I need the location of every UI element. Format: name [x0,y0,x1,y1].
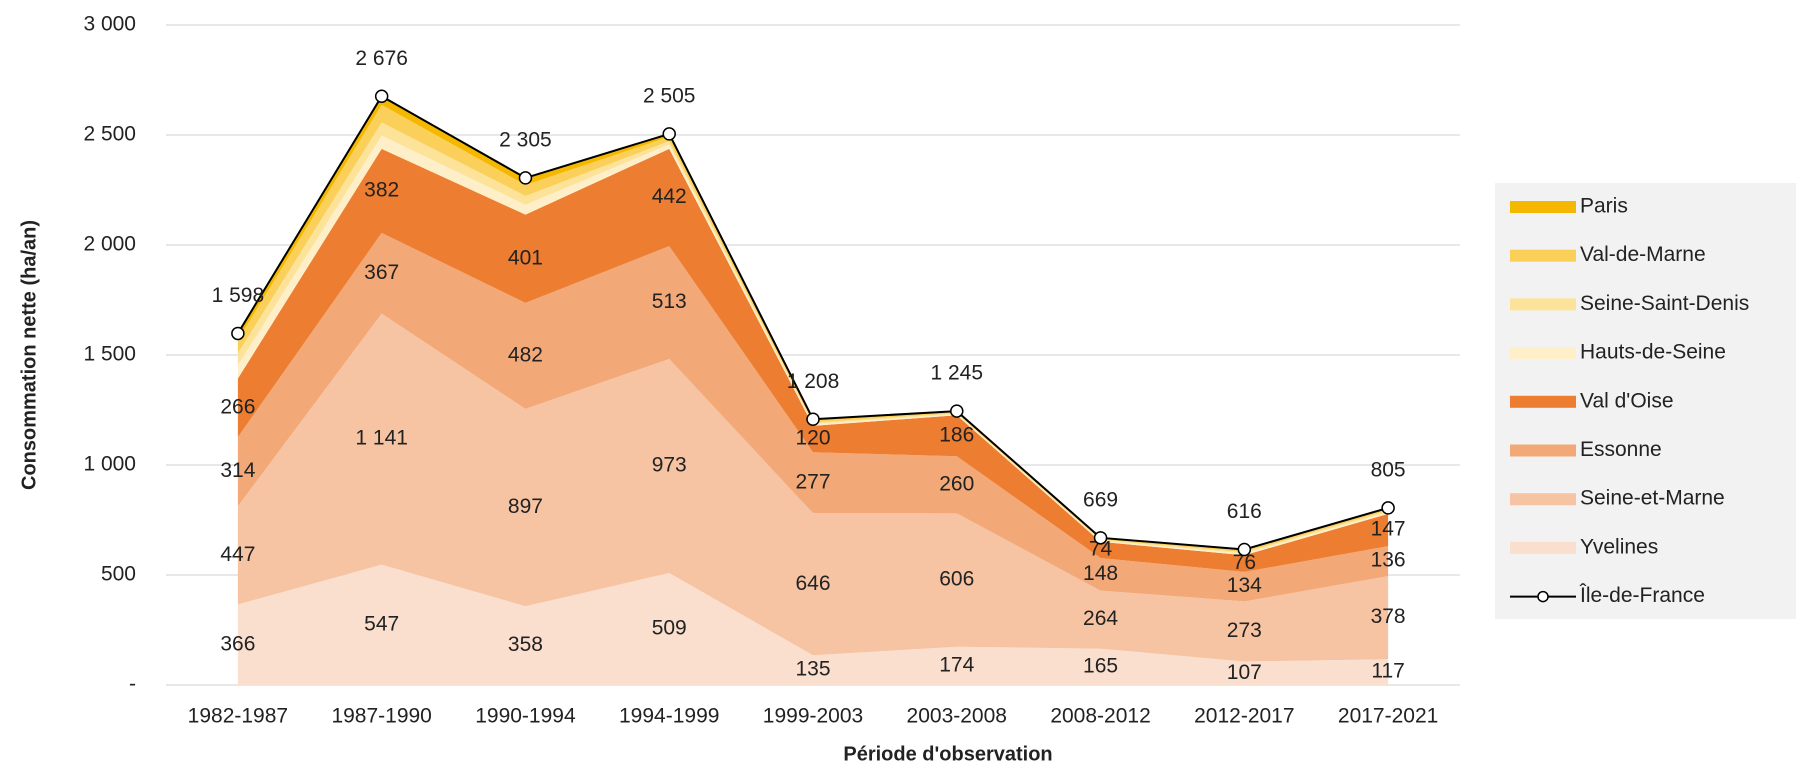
data-label: 513 [652,290,687,313]
data-label: 509 [652,617,687,640]
total-label: 2 676 [355,47,408,70]
total-label: 2 305 [499,128,552,151]
legend-label: Hauts-de-Seine [1580,341,1726,364]
y-tick-label: 2 000 [83,233,136,256]
x-axis-title: Période d'observation [843,743,1052,765]
total-label: 805 [1371,458,1406,481]
data-label: 378 [1371,605,1406,628]
legend-marker [1537,590,1549,603]
legend-swatch [1510,298,1576,311]
x-tick-label: 1982-1987 [188,705,288,728]
legend-swatch [1510,249,1576,262]
data-label: 148 [1083,562,1118,585]
area [237,564,1389,685]
x-tick-label: 2012-2017 [1194,705,1294,728]
total-label: 669 [1083,488,1118,511]
y-tick-label: - [129,673,136,696]
data-label: 314 [220,459,255,482]
x-tick-label: 1990-1994 [475,705,576,728]
y-tick-label: 2 500 [83,123,136,146]
data-label: 277 [795,470,830,493]
y-tick-label: 3 000 [83,13,136,36]
total-marker [1237,542,1252,557]
legend-label: Île-de-France [1579,584,1705,607]
data-label: 120 [795,427,830,450]
x-tick-label: 2003-2008 [907,705,1007,728]
total-label: 1 598 [212,284,265,307]
data-label: 264 [1083,607,1118,630]
total-marker [518,171,533,185]
total-label: 2 505 [643,84,696,107]
legend-swatch [1510,444,1576,457]
data-label: 447 [220,543,255,566]
y-tick-label: 500 [101,563,136,586]
data-label: 134 [1227,574,1262,597]
data-label: 442 [652,185,687,208]
legend-label: Val d'Oise [1580,389,1674,412]
total-marker [1381,501,1395,515]
area [237,313,1389,662]
legend-swatch [1510,493,1576,506]
legend-label: Paris [1580,195,1628,218]
legend-label: Essonne [1580,438,1662,461]
legend-label: Yvelines [1580,535,1658,558]
data-label: 76 [1233,551,1256,574]
data-label: 646 [795,572,830,595]
data-label: 266 [220,395,255,418]
data-label: 547 [364,612,399,635]
data-label: 366 [220,632,255,655]
legend-label: Seine-Saint-Denis [1580,292,1749,315]
total-label: 1 245 [930,362,983,385]
y-tick-label: 1 000 [83,453,136,476]
total-label: 1 208 [787,370,840,393]
data-label: 260 [939,472,974,495]
data-label: 897 [508,495,543,518]
total-marker [662,127,676,141]
x-tick-label: 1987-1990 [331,705,431,728]
x-tick-label: 1994-1999 [619,705,719,728]
total-label: 616 [1227,500,1262,523]
total-marker [374,89,389,104]
data-label: 107 [1227,661,1262,684]
total-marker [950,404,964,418]
data-label: 606 [939,568,974,591]
data-label: 401 [508,246,543,269]
data-label: 1 141 [355,427,408,450]
area [237,232,1389,602]
area [237,148,1389,572]
data-label: 382 [364,178,399,201]
data-label: 74 [1089,537,1113,560]
x-tick-label: 2017-2021 [1338,705,1438,728]
data-label: 165 [1083,654,1118,677]
data-label: 973 [652,454,687,477]
data-label: 186 [939,423,974,446]
data-label: 117 [1371,660,1404,683]
legend-label: Seine-et-Marne [1580,487,1725,510]
data-label: 367 [364,261,399,284]
legend-label: Val-de-Marne [1580,243,1706,266]
data-label: 358 [508,633,543,656]
total-marker [806,412,820,426]
legend-swatch [1510,347,1576,360]
data-label: 482 [508,343,543,366]
total-marker [1093,531,1108,545]
total-marker [231,326,245,341]
data-label: 135 [795,658,830,681]
data-label: 273 [1227,619,1262,642]
x-tick-label: 2008-2012 [1050,705,1150,728]
legend-swatch [1510,541,1576,554]
legend-swatch [1510,395,1576,408]
y-axis-title: Consommation nette (ha/an) [18,220,40,490]
data-label: 174 [939,653,974,676]
y-tick-label: 1 500 [83,343,136,366]
data-label: 136 [1371,549,1406,572]
data-label: 147 [1371,518,1406,541]
legend-swatch [1510,201,1576,213]
x-tick-label: 1999-2003 [763,705,863,728]
